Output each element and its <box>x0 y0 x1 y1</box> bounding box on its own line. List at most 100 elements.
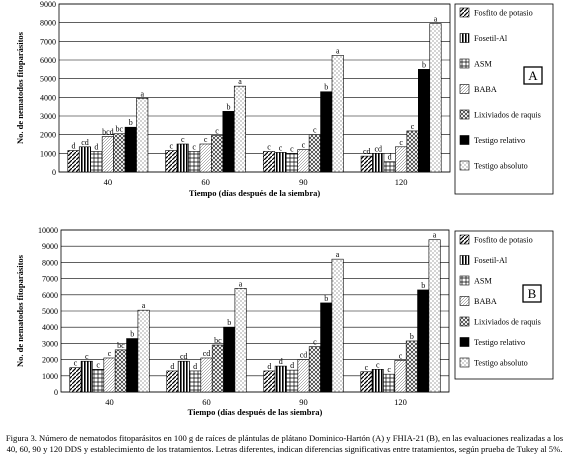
legend-swatch <box>459 275 470 286</box>
bar-asm <box>92 369 105 393</box>
data-label: cd <box>180 352 188 361</box>
x-tick-label: 60 <box>201 177 210 187</box>
data-label: c <box>74 359 78 368</box>
data-label: a <box>238 77 242 86</box>
bar-fosetil-al <box>78 146 91 173</box>
bar-testigo-absoluto <box>331 258 344 393</box>
legend-swatch <box>459 234 470 245</box>
legend-swatch <box>459 58 470 69</box>
legend-swatch <box>459 255 470 265</box>
legend-swatch <box>459 337 470 347</box>
data-label: c <box>387 365 391 374</box>
x-tick-label: 120 <box>394 397 407 407</box>
bar-testigo-relativo <box>126 338 139 393</box>
data-label: cd <box>363 147 371 156</box>
legend <box>454 3 554 195</box>
data-label: c <box>313 338 317 347</box>
bar-testigo-absoluto <box>137 309 150 393</box>
bar-lixiviados-de-raquis <box>113 133 126 173</box>
bar-lixiviados-de-raquis <box>211 135 224 173</box>
x-tick-label: 90 <box>299 177 308 187</box>
panel-label: B <box>528 286 537 301</box>
y-tick-label: 4000 <box>40 93 56 102</box>
bar-asm <box>383 373 396 393</box>
data-label: b <box>129 118 133 127</box>
data-label: b <box>324 83 328 92</box>
bar-fosetil-al <box>274 152 287 173</box>
bar-testigo-relativo <box>223 326 236 393</box>
bar-testigo-relativo <box>418 69 431 173</box>
data-label: a <box>239 279 243 288</box>
legend-entry: Testigo relativo <box>474 136 525 145</box>
data-label: b <box>421 281 425 290</box>
y-tick-label: 6000 <box>40 56 56 65</box>
data-label: c <box>96 360 100 369</box>
bar-testigo-absoluto <box>136 97 149 173</box>
bar-lixiviados-de-raquis <box>308 346 321 393</box>
data-label: bc <box>116 125 124 134</box>
y-tick-label: 9000 <box>42 242 58 251</box>
legend-entry: Testigo absoluto <box>474 359 528 368</box>
bar-fosetil-al <box>372 153 385 173</box>
bar-testigo-relativo <box>417 289 430 393</box>
legend-entry: Testigo relativo <box>474 338 525 347</box>
y-axis-title: No. de nematodos fitoparásitos <box>15 254 25 367</box>
data-label: a <box>142 301 146 310</box>
legend-entry: Fosfito de potasio <box>474 9 533 18</box>
bar-fosfito-de-potasio <box>69 367 82 393</box>
bar-fosetil-al <box>176 143 189 173</box>
y-tick-label: 3000 <box>42 339 58 348</box>
legend-entry: BABA <box>474 85 497 94</box>
data-label: d <box>170 362 174 371</box>
bar-testigo-absoluto <box>429 23 442 173</box>
bar-lixiviados-de-raquis <box>308 134 321 173</box>
y-tick-label: 5000 <box>42 307 58 316</box>
data-label: bc <box>214 336 222 345</box>
x-tick-label: 40 <box>105 397 114 407</box>
bar-fosfito-de-potasio <box>165 150 178 173</box>
legend-swatch <box>459 33 470 43</box>
data-label: c <box>411 122 415 131</box>
data-label: d <box>388 153 392 162</box>
data-label: c <box>290 144 294 153</box>
legend-entry: Fosetil-Al <box>474 34 508 43</box>
legend-entry: Fosfito de potasio <box>474 236 533 245</box>
data-label: bcd <box>102 128 114 137</box>
bar-testigo-relativo <box>320 91 333 173</box>
bar-asm <box>188 151 201 173</box>
x-tick-label: 90 <box>299 397 308 407</box>
panel-label-box <box>523 66 543 85</box>
y-tick-label: 1000 <box>40 149 56 158</box>
y-tick-label: 2000 <box>40 131 56 140</box>
data-label: d <box>72 142 76 151</box>
legend-swatch <box>459 296 470 306</box>
y-tick-label: 5000 <box>40 75 56 84</box>
bar-asm <box>383 161 396 173</box>
data-label: d <box>94 142 98 151</box>
bar-lixiviados-de-raquis <box>211 344 224 393</box>
y-axis-title: No. de nematodos fitoparásitos <box>15 31 25 144</box>
legend-entry: Lixiviados de raquis <box>474 111 541 120</box>
data-label: c <box>169 142 173 151</box>
bar-lixiviados-de-raquis <box>405 340 418 393</box>
x-axis-title: Tiempo (días después de las siembra) <box>188 407 323 417</box>
bar-fosetil-al <box>371 369 384 393</box>
legend-swatch <box>459 135 470 145</box>
legend-swatch <box>459 160 470 171</box>
data-label: b <box>227 102 231 111</box>
data-label: c <box>313 126 317 135</box>
bar-testigo-absoluto <box>331 55 344 173</box>
data-label: c <box>399 351 403 360</box>
bar-baba <box>199 143 212 173</box>
data-label: c <box>365 363 369 372</box>
data-label: b <box>324 294 328 303</box>
data-label: cd <box>203 349 211 358</box>
data-label: c <box>302 141 306 150</box>
data-label: b <box>422 60 426 69</box>
bar-asm <box>90 151 103 173</box>
bar-testigo-relativo <box>222 111 235 173</box>
bar-testigo-relativo <box>320 302 333 393</box>
y-tick-label: 8000 <box>42 258 58 267</box>
data-label: a <box>140 89 144 98</box>
